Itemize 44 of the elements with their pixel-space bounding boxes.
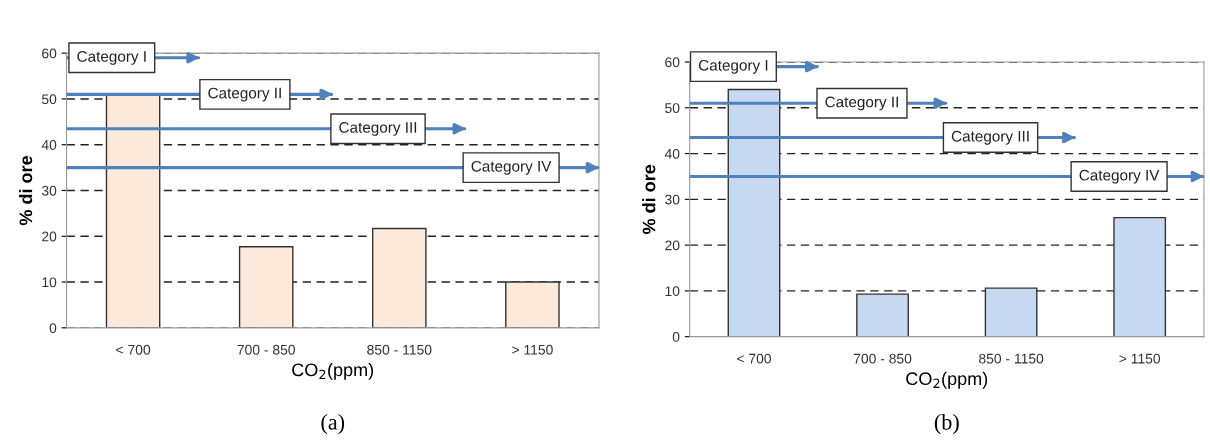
y-tick-label: 20 (665, 240, 680, 251)
x-tick-label: 850 - 1150 (979, 353, 1044, 364)
y-tick-label: 20 (42, 231, 57, 242)
x-tick-label: 850 - 1150 (367, 344, 432, 355)
ref-line-label: Category I (77, 51, 146, 65)
y-tick-label: 60 (665, 57, 680, 68)
y-axis-title: % di ore (642, 164, 656, 235)
ref-line-label: Category III (339, 121, 417, 136)
y-tick-label: 50 (41, 94, 57, 105)
ref-line-label: Category III (951, 130, 1029, 145)
y-tick-label: 30 (665, 194, 680, 205)
ref-line-label: Category IV (471, 160, 552, 175)
ref-line-label: Category I (698, 59, 768, 74)
x-tick-label: < 700 (737, 353, 772, 364)
ref-line-label: Category II (825, 96, 898, 111)
y-tick-label: 60 (42, 48, 57, 59)
y-tick-label: 10 (665, 286, 680, 297)
y-tick-label: 10 (42, 277, 57, 288)
bar (505, 281, 560, 328)
y-tick-label: 0 (49, 323, 57, 333)
y-tick-label: 40 (664, 148, 680, 159)
y-tick-label: 0 (672, 332, 680, 342)
x-tick-label: 700 - 850 (853, 353, 912, 364)
bar (105, 93, 161, 328)
text: (b) (934, 413, 959, 435)
x-axis-title: CO$_{2}$(ppm) (906, 371, 988, 389)
y-tick-label: 40 (41, 140, 57, 150)
bar (856, 293, 909, 337)
x-axis-title: CO$_{2}$(ppm) (292, 362, 374, 380)
text: (a) (321, 413, 345, 435)
x-tick-label: > 1150 (1119, 353, 1161, 364)
ref-line-label: Category IV (1079, 169, 1160, 184)
x-tick-label: 700 - 850 (237, 344, 295, 355)
x-tick-label: > 1150 (512, 344, 553, 355)
bar (238, 246, 294, 328)
y-tick-label: 50 (665, 103, 680, 113)
x-tick-label: < 700 (116, 344, 151, 355)
ref-line-label: Category II (208, 87, 281, 102)
bar (727, 88, 781, 337)
bar (1113, 216, 1167, 337)
y-tick-label: 30 (41, 185, 57, 196)
bar (371, 227, 427, 328)
bar (984, 287, 1038, 337)
y-axis-title: % di ore (18, 155, 33, 226)
